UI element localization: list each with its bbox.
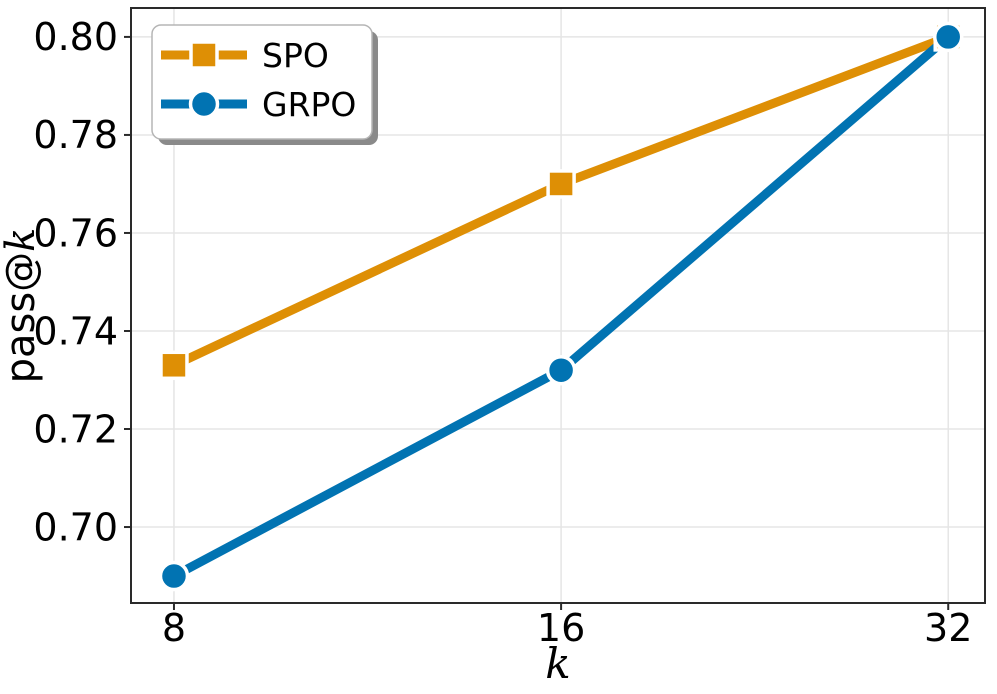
y-tick-label: 0.72 <box>33 407 118 451</box>
y-tick-label: 0.74 <box>33 309 118 353</box>
grpo-marker <box>545 354 577 386</box>
spo-marker <box>159 350 189 381</box>
legend-label: GRPO <box>262 85 356 124</box>
axes-frame <box>130 7 986 604</box>
x-tick-label: 32 <box>924 606 972 650</box>
legend-entry: GRPO <box>161 85 356 124</box>
legend-entry: SPO <box>161 36 329 75</box>
grpo-marker <box>158 560 190 592</box>
x-axis-label: k <box>545 639 570 688</box>
legend-square-marker <box>189 40 219 70</box>
y-tick-label: 0.78 <box>33 113 118 157</box>
grpo-marker <box>932 21 964 53</box>
spo-marker <box>546 169 576 199</box>
x-tick-label: 8 <box>162 606 186 650</box>
y-axis-label-prefix: pass@ <box>0 252 44 384</box>
y-tick-label: 0.80 <box>33 15 118 59</box>
tick-marks <box>124 35 950 610</box>
legend: SPO GRPO <box>151 24 378 145</box>
y-axis-label-math: k <box>0 228 44 252</box>
legend-label: SPO <box>262 36 329 75</box>
y-tick-label: 0.70 <box>33 505 118 549</box>
x-tick-label: 16 <box>537 606 585 650</box>
y-axis-label: pass@k <box>0 228 44 384</box>
legend-circle-marker <box>188 88 220 120</box>
grpo-markers <box>158 21 964 592</box>
y-tick-label: 0.76 <box>33 211 118 255</box>
